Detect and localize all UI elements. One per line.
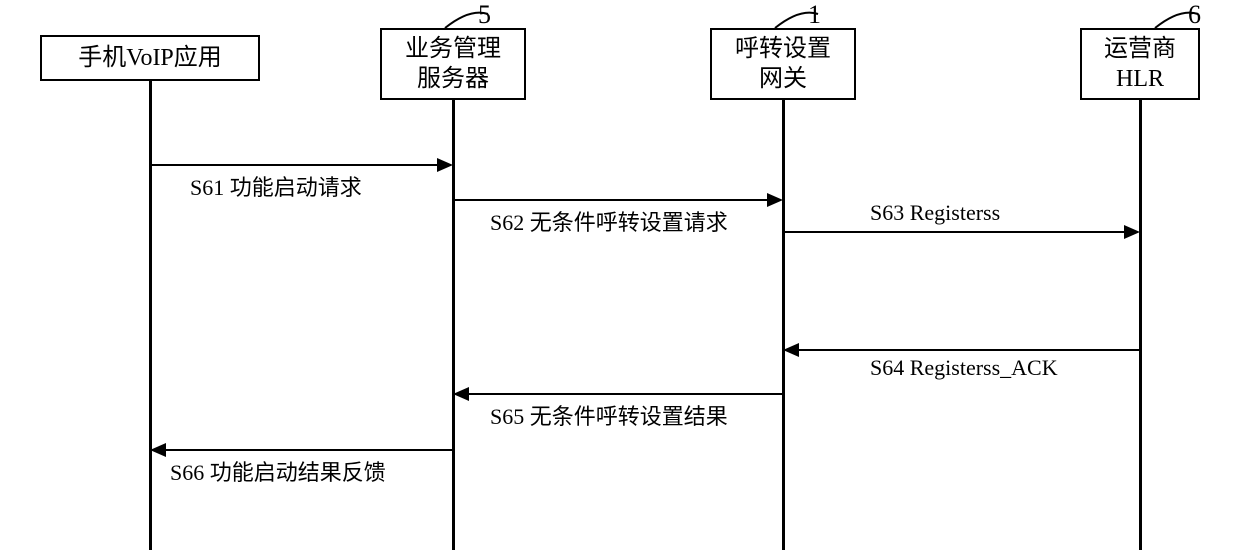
participant-service-mgmt-server-label-1: 业务管理 [405,34,501,64]
msg-s66-arrowhead [150,443,166,457]
participant-carrier-hlr-label-1: 运营商 [1104,34,1176,64]
sequence-diagram: 手机VoIP应用 5 业务管理 服务器 1 呼转设置 网关 6 运营商 HLR … [0,0,1239,559]
leader-5 [440,8,490,30]
participant-forwarding-gateway: 呼转设置 网关 [710,28,856,100]
msg-s63-arrowhead [1124,225,1140,239]
leader-1 [770,8,820,30]
participant-service-mgmt-server: 业务管理 服务器 [380,28,526,100]
leader-6 [1150,8,1200,30]
msg-s63-line [783,231,1126,233]
participant-service-mgmt-server-label-2: 服务器 [417,64,489,94]
lifeline-forwarding-gateway [782,100,785,550]
msg-s62-arrowhead [767,193,783,207]
lifeline-voip-app [149,81,152,550]
participant-carrier-hlr: 运营商 HLR [1080,28,1200,100]
participant-forwarding-gateway-label-1: 呼转设置 [735,34,831,64]
participant-carrier-hlr-label-2: HLR [1116,64,1164,94]
msg-s63-label: S63 Registerss [870,200,1000,226]
msg-s62-label: S62 无条件呼转设置请求 [490,205,728,237]
participant-voip-app-label: 手机VoIP应用 [78,43,222,73]
msg-s64-line [797,349,1140,351]
msg-s61-arrowhead [437,158,453,172]
msg-s66-label: S66 功能启动结果反馈 [170,455,386,487]
msg-s66-line [164,449,453,451]
msg-s64-label: S64 Registerss_ACK [870,355,1058,381]
msg-s64-arrowhead [783,343,799,357]
msg-s61-line [150,164,440,166]
participant-forwarding-gateway-label-2: 网关 [759,64,807,94]
msg-s65-label: S65 无条件呼转设置结果 [490,399,728,431]
participant-voip-app: 手机VoIP应用 [40,35,260,81]
lifeline-carrier-hlr [1139,100,1142,550]
msg-s61-label: S61 功能启动请求 [190,170,362,202]
msg-s62-line [453,199,769,201]
msg-s65-arrowhead [453,387,469,401]
msg-s65-line [467,393,783,395]
